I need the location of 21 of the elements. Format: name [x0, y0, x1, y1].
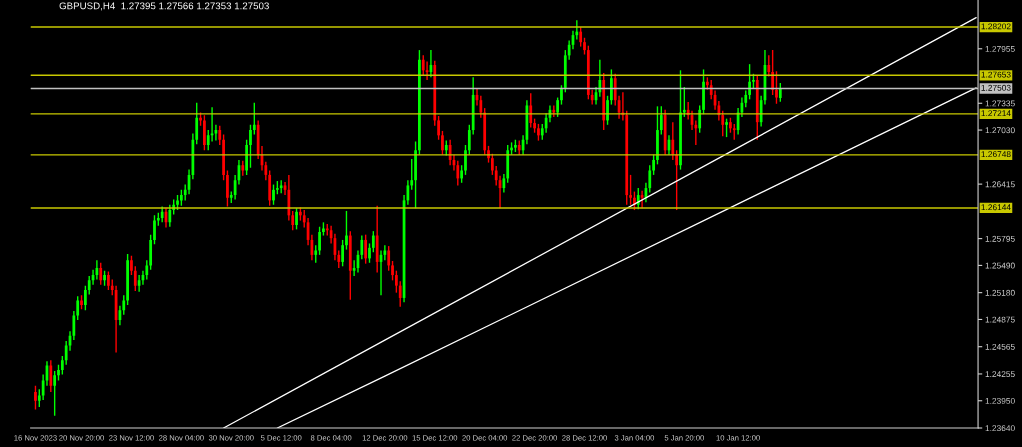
ref-line-label: 1.27653 — [981, 71, 1011, 78]
y-tick-label: 1.25795 — [985, 235, 1015, 242]
y-tick-label: 1.26415 — [985, 181, 1015, 188]
line-series — [222, 16, 977, 428]
y-tick-label: 1.25180 — [985, 289, 1015, 296]
ref-line-label: 1.27503 — [981, 84, 1011, 91]
y-tick-label: 1.24875 — [985, 316, 1015, 323]
ref-line-label: 1.27214 — [981, 110, 1011, 117]
ref-line-label: 1.26144 — [981, 204, 1011, 211]
y-tick-label: 1.27955 — [985, 45, 1015, 52]
y-tick-label: 1.25490 — [985, 262, 1015, 269]
y-tick-label: 1.27030 — [985, 127, 1015, 134]
line-series — [276, 87, 977, 428]
y-tick-label: 1.24255 — [985, 371, 1015, 378]
ref-line-label: 1.26748 — [981, 151, 1011, 158]
y-tick-label: 1.23640 — [985, 425, 1015, 432]
y-tick-label: 1.27335 — [985, 100, 1015, 107]
y-tick-label: 1.23950 — [985, 397, 1015, 404]
y-tick-label: 1.24565 — [985, 343, 1015, 350]
chart-title: GBPUSD,H4 1.27395 1.27566 1.27353 1.27503 — [59, 2, 269, 11]
ref-line-label: 1.28202 — [981, 23, 1011, 30]
